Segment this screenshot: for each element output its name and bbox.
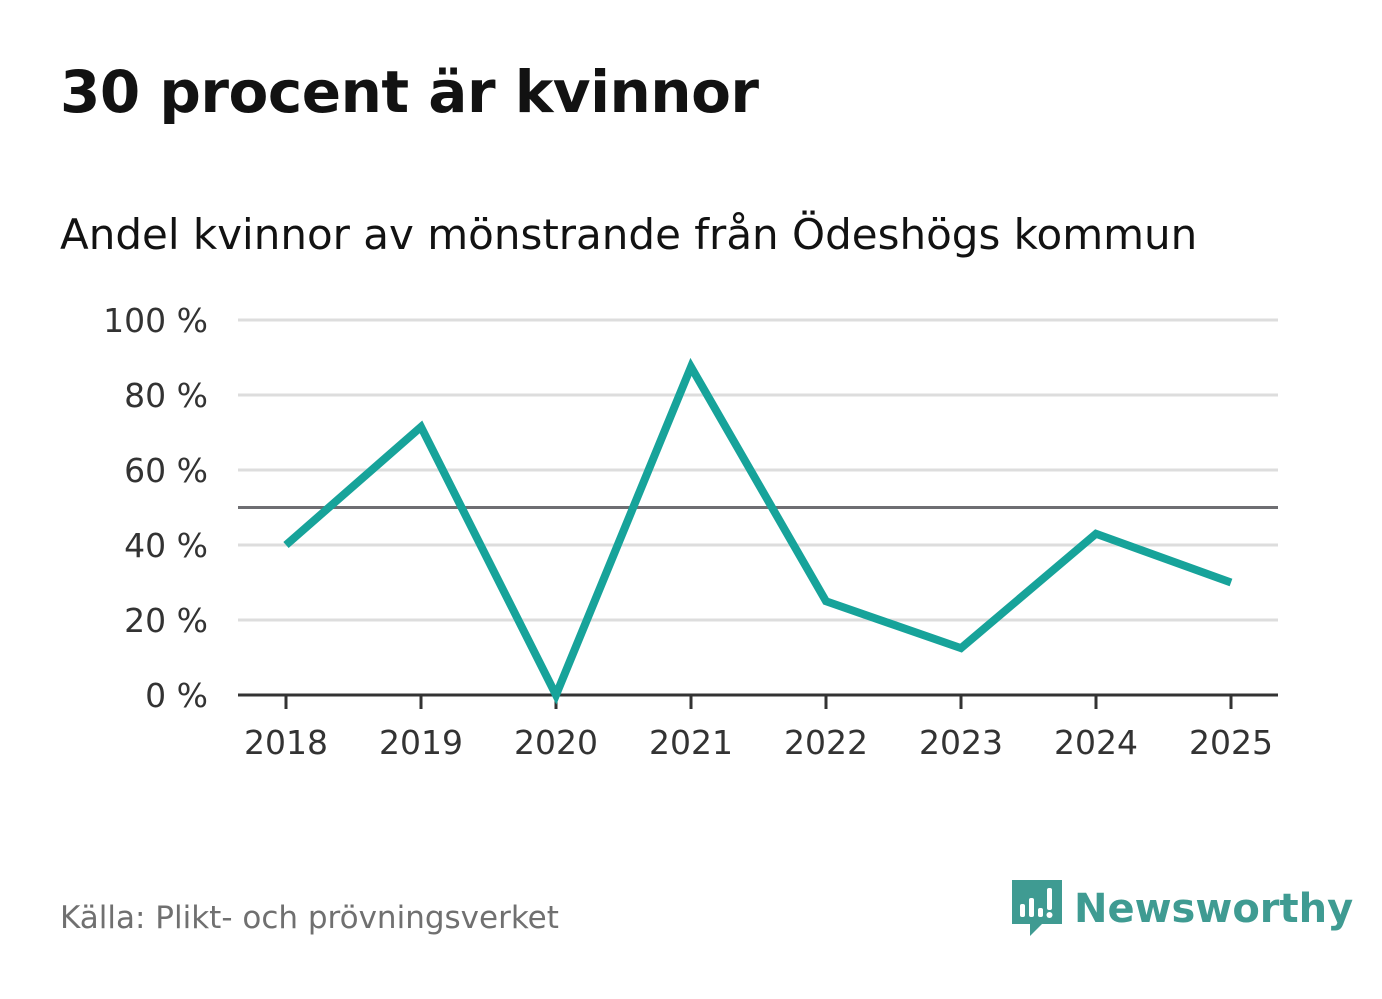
y-tick-label: 0 % — [145, 676, 208, 715]
x-tick-label: 2024 — [1054, 723, 1138, 762]
source-note: Källa: Plikt- och prövningsverket — [60, 900, 559, 936]
newsworthy-logo-icon — [1012, 880, 1062, 936]
x-tick-label: 2019 — [379, 723, 463, 762]
y-tick-label: 20 % — [124, 601, 208, 640]
chart-subtitle: Andel kvinnor av mönstrande från Ödeshög… — [60, 210, 1198, 259]
x-tick-label: 2018 — [244, 723, 328, 762]
y-tick-label: 40 % — [124, 526, 208, 565]
y-tick-label: 60 % — [124, 451, 208, 490]
series-line — [283, 357, 1233, 705]
y-tick-label: 80 % — [124, 376, 208, 415]
x-tick-label: 2025 — [1189, 723, 1273, 762]
x-tick-label: 2022 — [784, 723, 868, 762]
x-tick-label: 2023 — [919, 723, 1003, 762]
x-tick-label: 2021 — [649, 723, 733, 762]
y-tick-label: 100 % — [103, 301, 208, 340]
newsworthy-logo-text: Newsworthy — [1074, 886, 1354, 932]
newsworthy-logo: Newsworthy — [1010, 878, 1353, 940]
x-tick-label: 2020 — [514, 723, 598, 762]
chart-title: 30 procent är kvinnor — [60, 58, 759, 126]
